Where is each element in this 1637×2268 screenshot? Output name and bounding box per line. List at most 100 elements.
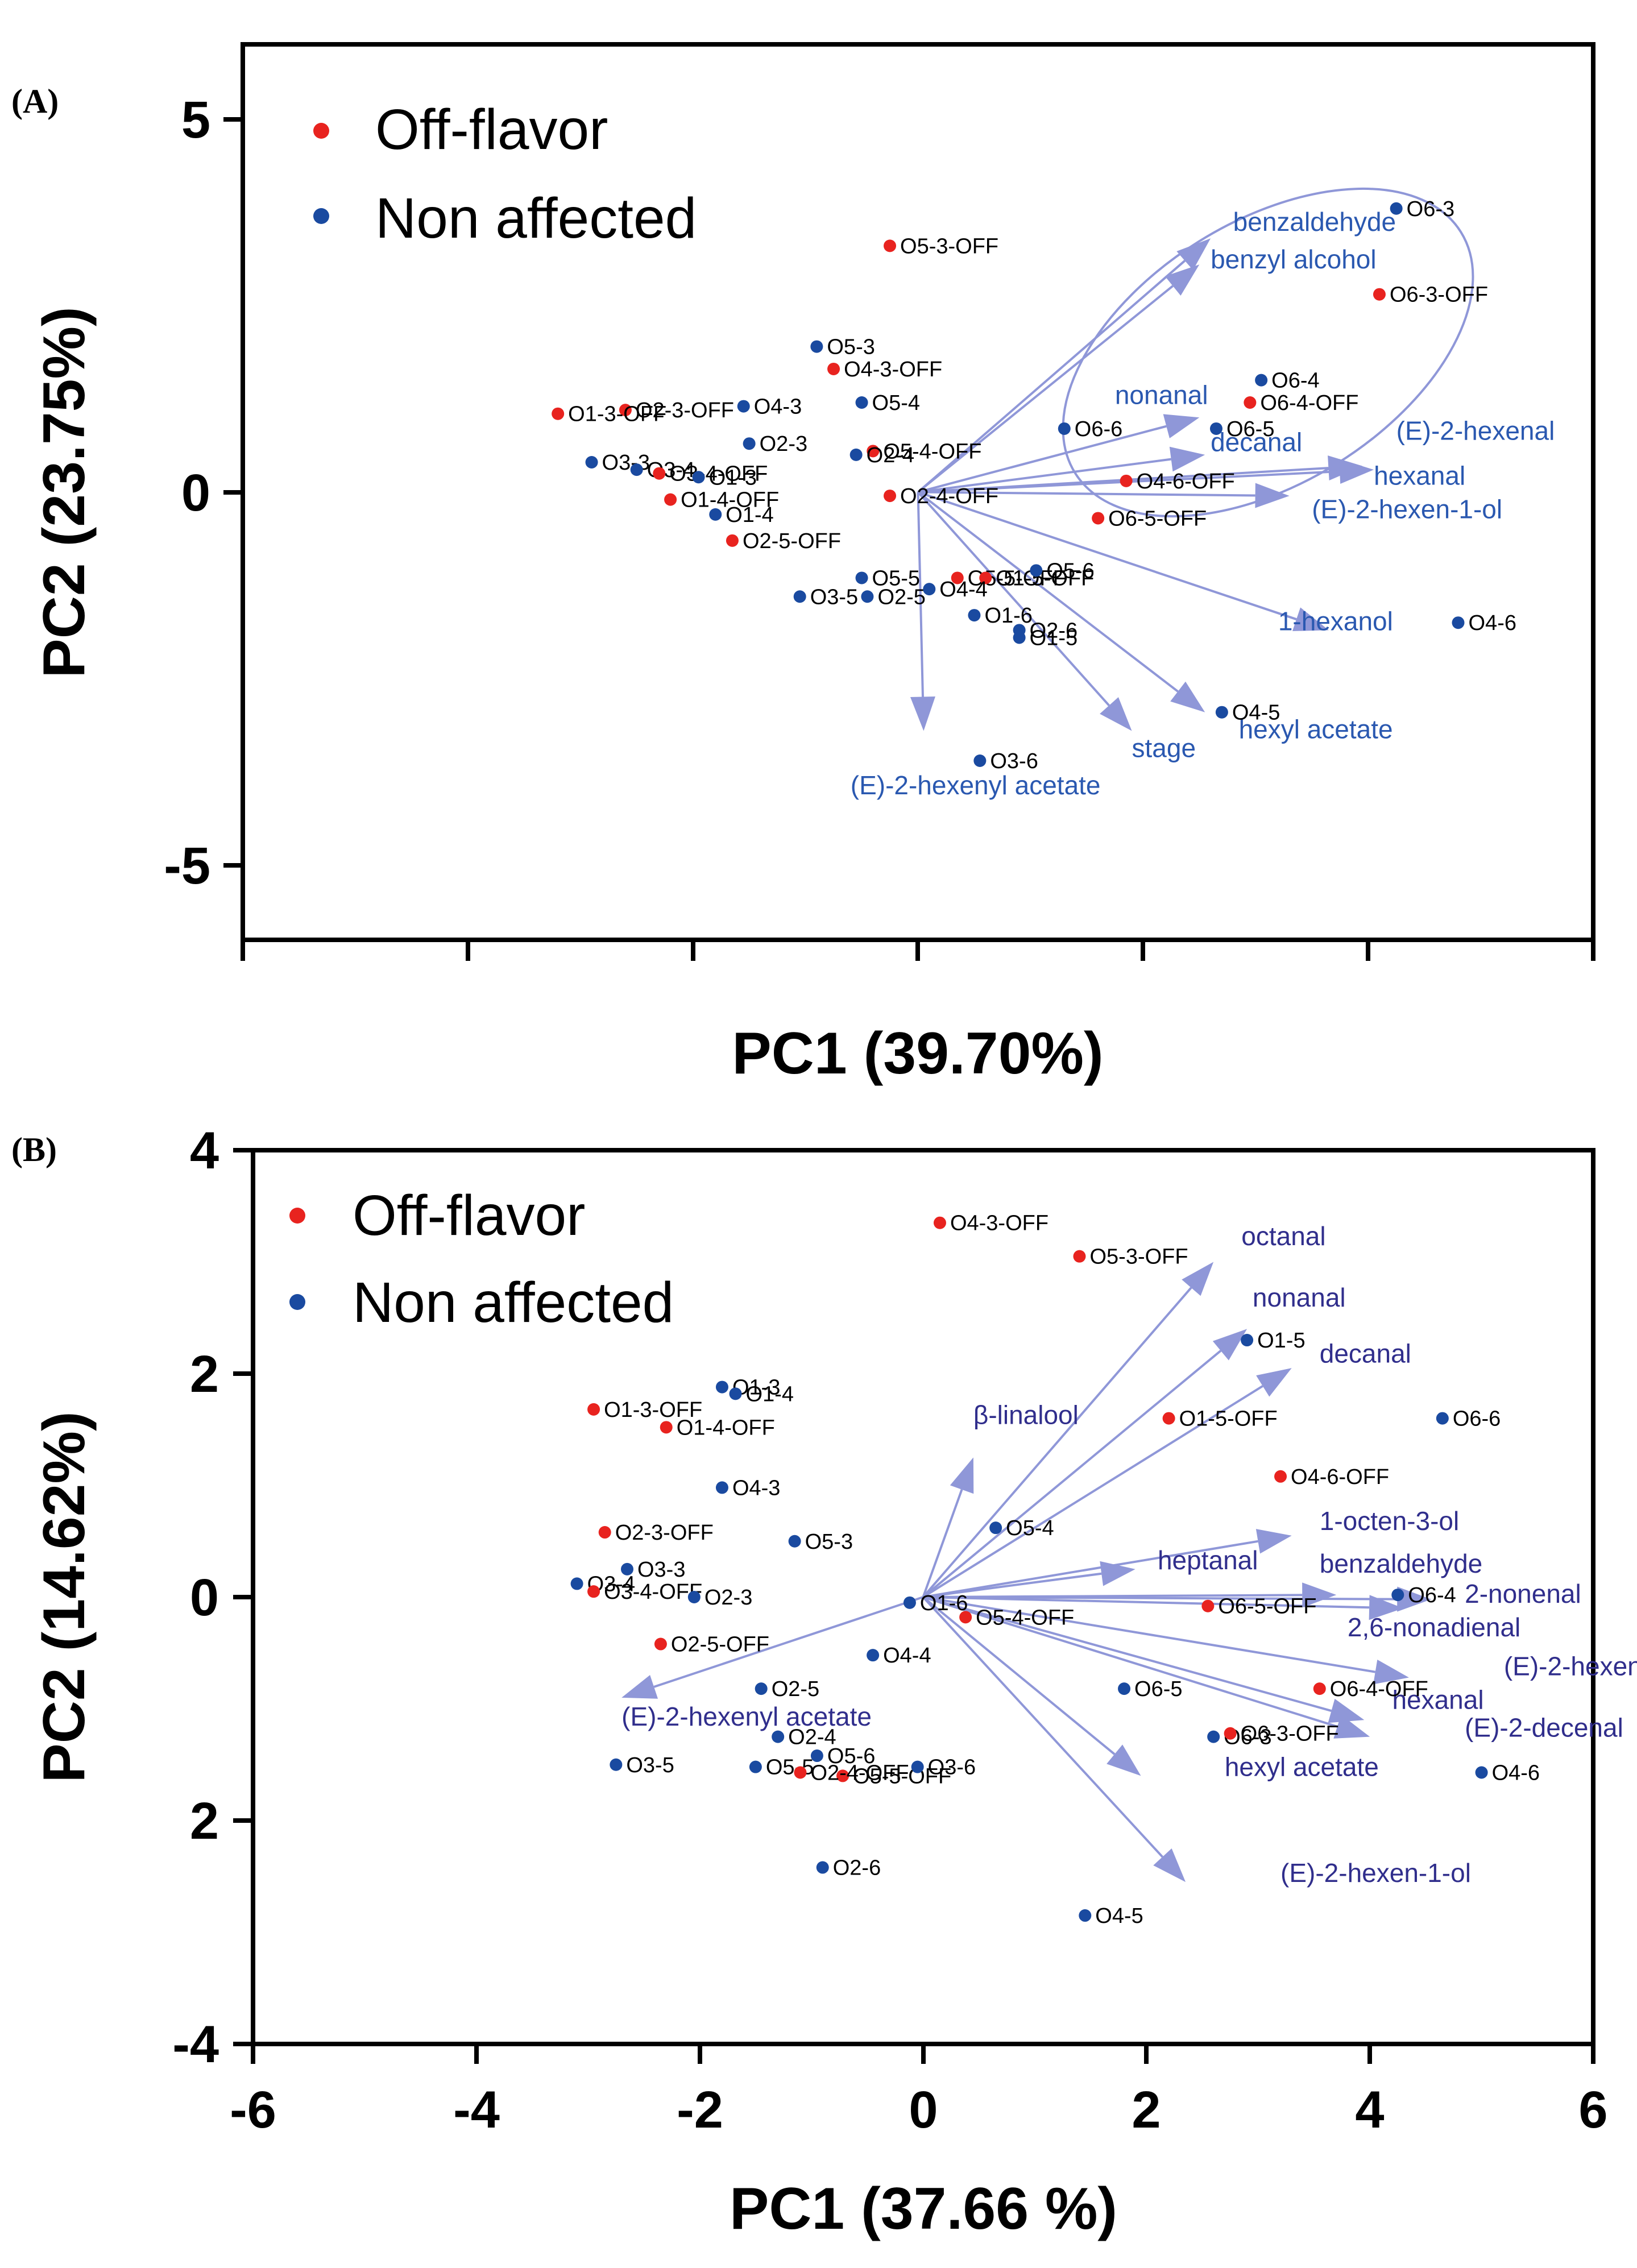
panel-b-point-o5-4	[989, 1521, 1002, 1535]
panel-b-point-o4-4	[867, 1649, 880, 1662]
panel-a-point-label-o5-6: O5-6	[1046, 559, 1094, 583]
panel-a-point-o6-4	[1255, 374, 1268, 387]
panel-b-point-o1-4	[729, 1387, 742, 1400]
panel-b-vector-label-2-nonenal: 2-nonenal	[1465, 1579, 1581, 1608]
panel-b-point-o1-5-off	[1162, 1412, 1175, 1425]
panel-b-ylabel: PC2 (14.62%)	[31, 1411, 97, 1782]
panel-b-vector-label-e-2-hexen-1-ol: (E)-2-hexen-1-ol	[1280, 1858, 1471, 1888]
panel-a-point-label-o2-4-off: O2-4-OFF	[900, 484, 998, 508]
panel-a-vector-line-benzaldehyde	[917, 260, 1186, 494]
panel-a-vector-line-e-2-hexenyl-acetate	[917, 492, 924, 697]
panel-b-point-o6-5-off	[1201, 1599, 1215, 1612]
panel-b-vector-arrowhead-e-2-hexenyl-acetate	[621, 1674, 658, 1699]
panel-b-vector-line-linalool	[922, 1489, 963, 1598]
panel-a-ytick-label-neg5: -5	[164, 837, 210, 895]
panel-b-point-o6-5	[1118, 1682, 1131, 1695]
panel-a-point-label-o4-4: O4-4	[939, 578, 987, 602]
panel-a-vector-label-e-2-hexen-1-ol: (E)-2-hexen-1-ol	[1312, 494, 1502, 524]
panel-b-vector-label-e-2-hexenal: (E)-2-hexenal	[1504, 1652, 1637, 1681]
panel-b-vector-label-linalool: β-linalool	[973, 1400, 1079, 1429]
panel-b-xtick-label-4: 4	[1355, 2081, 1384, 2139]
panel-a-point-o4-3-off	[827, 362, 840, 375]
panel-a-vector-line-e-2-hexen-1-ol	[918, 491, 1255, 497]
panel-b-point-o6-3	[1207, 1730, 1220, 1743]
panel-b-point-o3-4	[570, 1577, 583, 1590]
panel-a-vector-arrowhead-benzaldehyde	[1176, 238, 1211, 271]
panel-a-vector-label-e-2-hexenyl-acetate: (E)-2-hexenyl acetate	[851, 770, 1101, 800]
panel-a-point-o2-5-off	[726, 534, 739, 547]
panel-b-point-o1-4-off	[660, 1421, 673, 1434]
panel-b-point-label-o1-5-off: O1-5-OFF	[1179, 1407, 1278, 1431]
panel-a-point-label-o6-3: O6-3	[1407, 197, 1454, 221]
panel-b-vector-line-e-2-hexen-1-ol	[922, 1596, 1163, 1858]
panel-a-vector-label-hexanal: hexanal	[1374, 461, 1465, 490]
panel-a-point-label-o1-3: O1-3	[709, 466, 757, 490]
panel-b-ytick-label-2: 2	[190, 1345, 219, 1403]
panel-a-point-o3-3	[585, 456, 598, 468]
panel-b-vector-line-2-nonenal	[923, 1596, 1398, 1601]
panel-a-point-o3-4-off	[653, 467, 666, 480]
panel-a-vector-line-benzyl-alcohol	[917, 285, 1174, 494]
panel-a-vector-arrowhead-e-2-hexenyl-acetate	[910, 696, 935, 731]
panel-a-point-o5-3	[810, 340, 823, 353]
panel-b-point-label-o6-3-off: O6-3-OFF	[1241, 1722, 1339, 1746]
panel-b-point-label-o2-6: O2-6	[833, 1856, 881, 1880]
panel-a-point-label-o6-6: O6-6	[1075, 417, 1122, 441]
panel-b-xtick-label-0: 0	[909, 2081, 938, 2139]
panel-b-vector-line-1-octen-3-ol	[923, 1540, 1258, 1598]
panel-a-vector-arrowhead-benzyl-alcohol	[1164, 264, 1200, 296]
panel-a-point-o2-5	[861, 590, 874, 603]
panel-a-vector-arrowhead-stage	[1100, 697, 1132, 731]
panel-a-point-label-o2-4: O2-4	[867, 443, 914, 467]
panel-b-ytick-label-neg2: 2	[190, 1792, 219, 1850]
panel-b-point-o3-3	[620, 1562, 633, 1575]
panel-b-xtick-label-neg2: -2	[677, 2081, 723, 2139]
panel-b-point-o5-3-off	[1073, 1250, 1086, 1263]
panel-b-point-o3-6	[911, 1760, 924, 1773]
panel-b-vector-label-2-6-nonadienal: 2,6-nonadienal	[1348, 1612, 1520, 1642]
panel-a-point-label-o1-5: O1-5	[1030, 626, 1077, 650]
panel-b-point-label-o4-6: O4-6	[1492, 1761, 1540, 1785]
panel-a-point-label-o5-4-off: O5-4-OFF	[883, 439, 981, 463]
panel-a-point-label-o2-5: O2-5	[877, 585, 925, 609]
panel-b-point-label-o2-5-off: O2-5-OFF	[671, 1633, 769, 1657]
panel-b-point-label-o1-6: O1-6	[920, 1591, 968, 1615]
panel-a-label: (A)	[11, 82, 59, 120]
panel-a-point-o6-4-off	[1244, 396, 1257, 409]
panel-b-vector-arrowhead-e-2-hexenal	[1373, 1659, 1409, 1685]
panel-b-point-o5-5	[749, 1760, 762, 1773]
panel-a-point-o2-3	[743, 437, 756, 450]
panel-a-vector-line-hexyl-acetate	[917, 491, 1179, 693]
panel-b-vectors: octanal nonanal decanal β-linalool 1-octen-3…	[621, 1221, 1637, 1888]
panel-a-point-o4-6-off	[1120, 474, 1133, 487]
panel-a-vector-arrowhead-hexanal	[1339, 459, 1374, 484]
panel-b-point-label-o2-3-off: O2-3-OFF	[615, 1521, 714, 1545]
panel-a-vector-arrowhead-e-2-hexen-1-ol	[1255, 483, 1290, 508]
panel-a-point-label-o2-6: O2-6	[1030, 619, 1077, 642]
panel-b-point-label-o3-3: O3-3	[637, 1558, 685, 1582]
panel-b-point-o2-5-off	[654, 1637, 667, 1651]
panel-b-points: O4-3-OFF O5-3-OFF O1-5 O1-5-OFF O6-6 O4-6-OFF…	[570, 1212, 1540, 1928]
panel-b-vector-line-e-2-hexenal	[923, 1596, 1376, 1673]
panel-b-point-label-o1-4-off: O1-4-OFF	[677, 1416, 775, 1440]
panel-a-vector-arrowhead-1-hexanol	[1292, 607, 1329, 632]
panel-b-point-label-o4-3-off: O4-3-OFF	[950, 1212, 1048, 1235]
panel-a-point-label-o6-5: O6-5	[1226, 417, 1274, 441]
panel-b-point-label-o3-4-off: O3-4-OFF	[604, 1580, 702, 1604]
panel-b-vector-label-heptanal: heptanal	[1158, 1545, 1258, 1575]
panel-a-legend-non-marker	[313, 208, 329, 224]
panel-a-legend-off-label: Off-flavor	[375, 98, 608, 161]
panel-a-point-label-o4-6: O4-6	[1469, 611, 1516, 635]
panel-a-vector-label-benzyl-alcohol: benzyl alcohol	[1211, 244, 1377, 274]
panel-a-point-label-o5-3-off: O5-3-OFF	[900, 234, 998, 258]
panel-b-vector-arrowhead-2-nonenal	[1397, 1586, 1432, 1612]
panel-a-legend: Off-flavor Non affected	[313, 98, 697, 250]
panel-a-point-o2-4-off	[884, 490, 897, 503]
panel-b-point-o2-5	[755, 1682, 768, 1695]
panel-b-point-label-o2-4-off: O2-4-OFF	[810, 1761, 909, 1785]
panel-b-point-label-o4-5: O4-5	[1095, 1904, 1143, 1928]
panel-a-point-o1-6	[968, 609, 981, 622]
panel-b-vector-arrowhead-nonanal	[1212, 1329, 1248, 1361]
